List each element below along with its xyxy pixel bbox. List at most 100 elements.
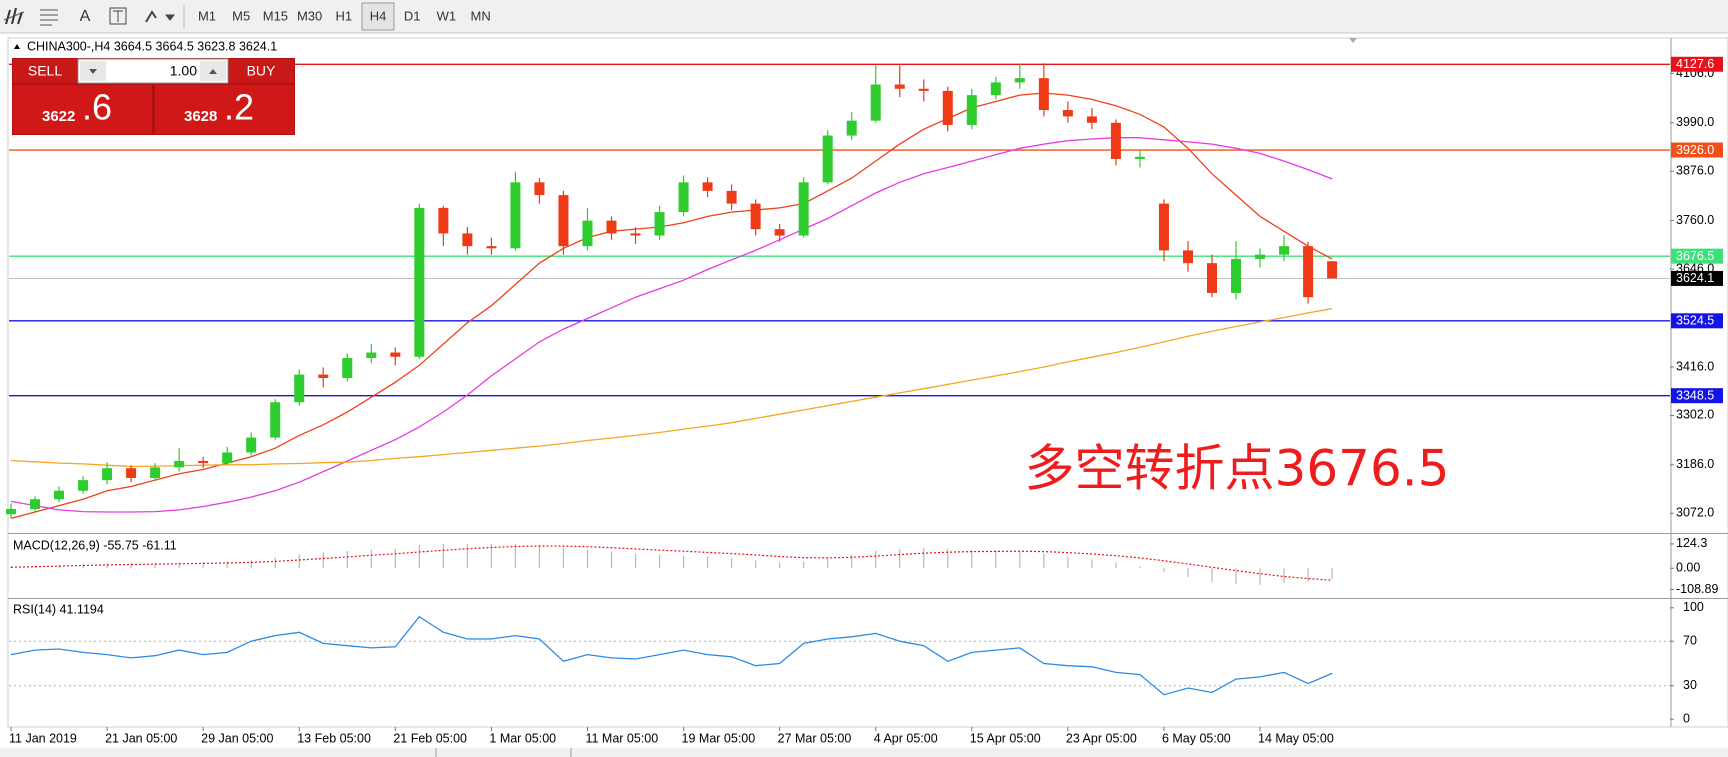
panel-title: MACD(12,26,9) -55.75 -61.11	[13, 538, 177, 552]
lot-up-arrow	[209, 69, 217, 74]
candle-body	[150, 467, 161, 478]
timeframe-button[interactable]: D1	[404, 8, 421, 23]
candle-body	[726, 190, 737, 204]
x-tick-label: 21 Jan 05:00	[105, 731, 177, 745]
timeframe-active	[361, 2, 395, 31]
bid-box[interactable]	[13, 85, 152, 134]
candle-body	[846, 120, 857, 136]
candle-body	[1014, 78, 1025, 83]
level-label-bg	[1671, 248, 1723, 264]
candle-body	[78, 480, 89, 491]
candle-body	[30, 499, 41, 510]
x-tick-label: 15 Apr 05:00	[970, 731, 1041, 745]
timeframe-button[interactable]: M15	[263, 8, 288, 23]
level-label: 4127.6	[1676, 57, 1714, 71]
timeframe-button[interactable]: H4	[370, 8, 387, 23]
panel-title: RSI(14) 41.1194	[13, 602, 104, 616]
x-tick-label: 14 May 05:00	[1258, 731, 1334, 745]
candle-body	[246, 437, 257, 453]
lot-down-arrow	[89, 69, 97, 74]
buy-button[interactable]	[229, 59, 294, 83]
candle-body	[294, 374, 305, 403]
toolbar	[0, 0, 1728, 33]
y-tick-label: 30	[1683, 678, 1697, 692]
candle-body	[462, 233, 473, 247]
y-tick-label: -108.89	[1676, 582, 1718, 596]
ask-price-main: 3628	[184, 108, 217, 125]
timeframe-button[interactable]: M5	[232, 8, 250, 23]
ask-price-frac: .2	[224, 87, 254, 128]
sell-label: SELL	[28, 63, 62, 79]
bid-price-frac: .6	[82, 87, 112, 128]
x-tick-label: 29 Jan 05:00	[201, 731, 273, 745]
candle-body	[1327, 261, 1338, 279]
timeframe-bar: M1 M5 M15 M30 H1 H4 D1 W1 MN	[198, 2, 491, 31]
timeframe-button[interactable]: W1	[437, 8, 457, 23]
x-tick-label: 19 Mar 05:00	[682, 731, 756, 745]
level-label: 3676.5	[1676, 249, 1714, 263]
y-tick-label: 3186.0	[1676, 457, 1714, 471]
candle-body	[318, 374, 329, 379]
candle-body	[366, 352, 377, 359]
candle-body	[222, 452, 233, 464]
x-tick-label: 13 Feb 05:00	[297, 731, 371, 745]
last-price-label-bg	[1671, 270, 1723, 286]
ask-box[interactable]	[155, 85, 294, 134]
candle-body	[1086, 116, 1097, 123]
level-label-bg	[1671, 313, 1723, 329]
candle-body	[414, 207, 425, 357]
sell-button[interactable]	[13, 59, 77, 83]
level-label-bg	[1671, 142, 1723, 158]
candle-body	[1062, 110, 1073, 117]
candle-body	[270, 402, 281, 438]
level-label: 3348.5	[1676, 388, 1714, 402]
x-tick-label: 11 Mar 05:00	[585, 731, 658, 745]
x-tick-label: 11 Jan 2019	[9, 731, 77, 745]
candle-body	[126, 468, 137, 478]
y-tick-label: 100	[1683, 600, 1704, 614]
candle-body	[1231, 258, 1242, 293]
shift-marker	[1349, 38, 1357, 43]
chart-outer	[7, 37, 1728, 728]
level-label: 3524.5	[1676, 314, 1714, 328]
level-label: 3926.0	[1676, 143, 1714, 157]
timeframe-button[interactable]: MN	[470, 8, 490, 23]
chart-icon[interactable]	[3, 7, 25, 25]
tab-strip	[0, 748, 1728, 757]
candle-body	[942, 90, 953, 125]
timeframe-button[interactable]: M30	[297, 8, 322, 23]
y-tick-label: 3990.0	[1676, 115, 1714, 129]
candle-body	[1038, 78, 1049, 111]
y-tick-label: 70	[1683, 634, 1697, 648]
macd-panel: MACD(12,26,9) -55.75 -61.11 124.3 0.00 -108…	[10, 536, 1718, 596]
timeframe-button[interactable]: H1	[335, 8, 352, 23]
trade-panel: SELL 1.00 BUY 3622 .6 3628 .2	[12, 58, 295, 135]
candle-body	[966, 95, 977, 125]
text-label-icon[interactable]	[109, 7, 127, 25]
candle-body	[534, 182, 545, 196]
candle-body	[1134, 156, 1145, 159]
timeframe-button[interactable]: M1	[198, 8, 216, 23]
candle-body	[918, 88, 929, 91]
collapse-arrow[interactable]	[14, 44, 20, 49]
y-tick-label: 3876.0	[1676, 164, 1714, 178]
candle-body	[606, 220, 617, 234]
x-tick-label: 6 May 05:00	[1162, 731, 1231, 745]
candle-body	[486, 246, 497, 249]
candle-body	[438, 207, 449, 234]
price-panel: 3072.03186.03302.03416.03646.03760.03876…	[6, 56, 1723, 520]
chart-frame	[7, 37, 1672, 728]
level-label-bg	[1671, 56, 1723, 72]
arrows-icon[interactable]	[145, 10, 176, 23]
indicator-icon[interactable]	[40, 9, 58, 26]
candle-body	[102, 468, 113, 481]
font-button[interactable]: A	[80, 8, 91, 25]
chart-title: CHINA300-,H4 3664.5 3664.5 3623.8 3624.1	[27, 39, 277, 53]
candle-body	[342, 358, 353, 379]
rsi-panel: RSI(14) 41.1194 0 30 70 100	[9, 600, 1704, 725]
candle-body	[390, 352, 401, 357]
x-tick-label: 1 Mar 05:00	[489, 731, 556, 745]
y-tick-label: 0	[1683, 711, 1690, 725]
y-tick-label: 124.3	[1676, 536, 1707, 550]
